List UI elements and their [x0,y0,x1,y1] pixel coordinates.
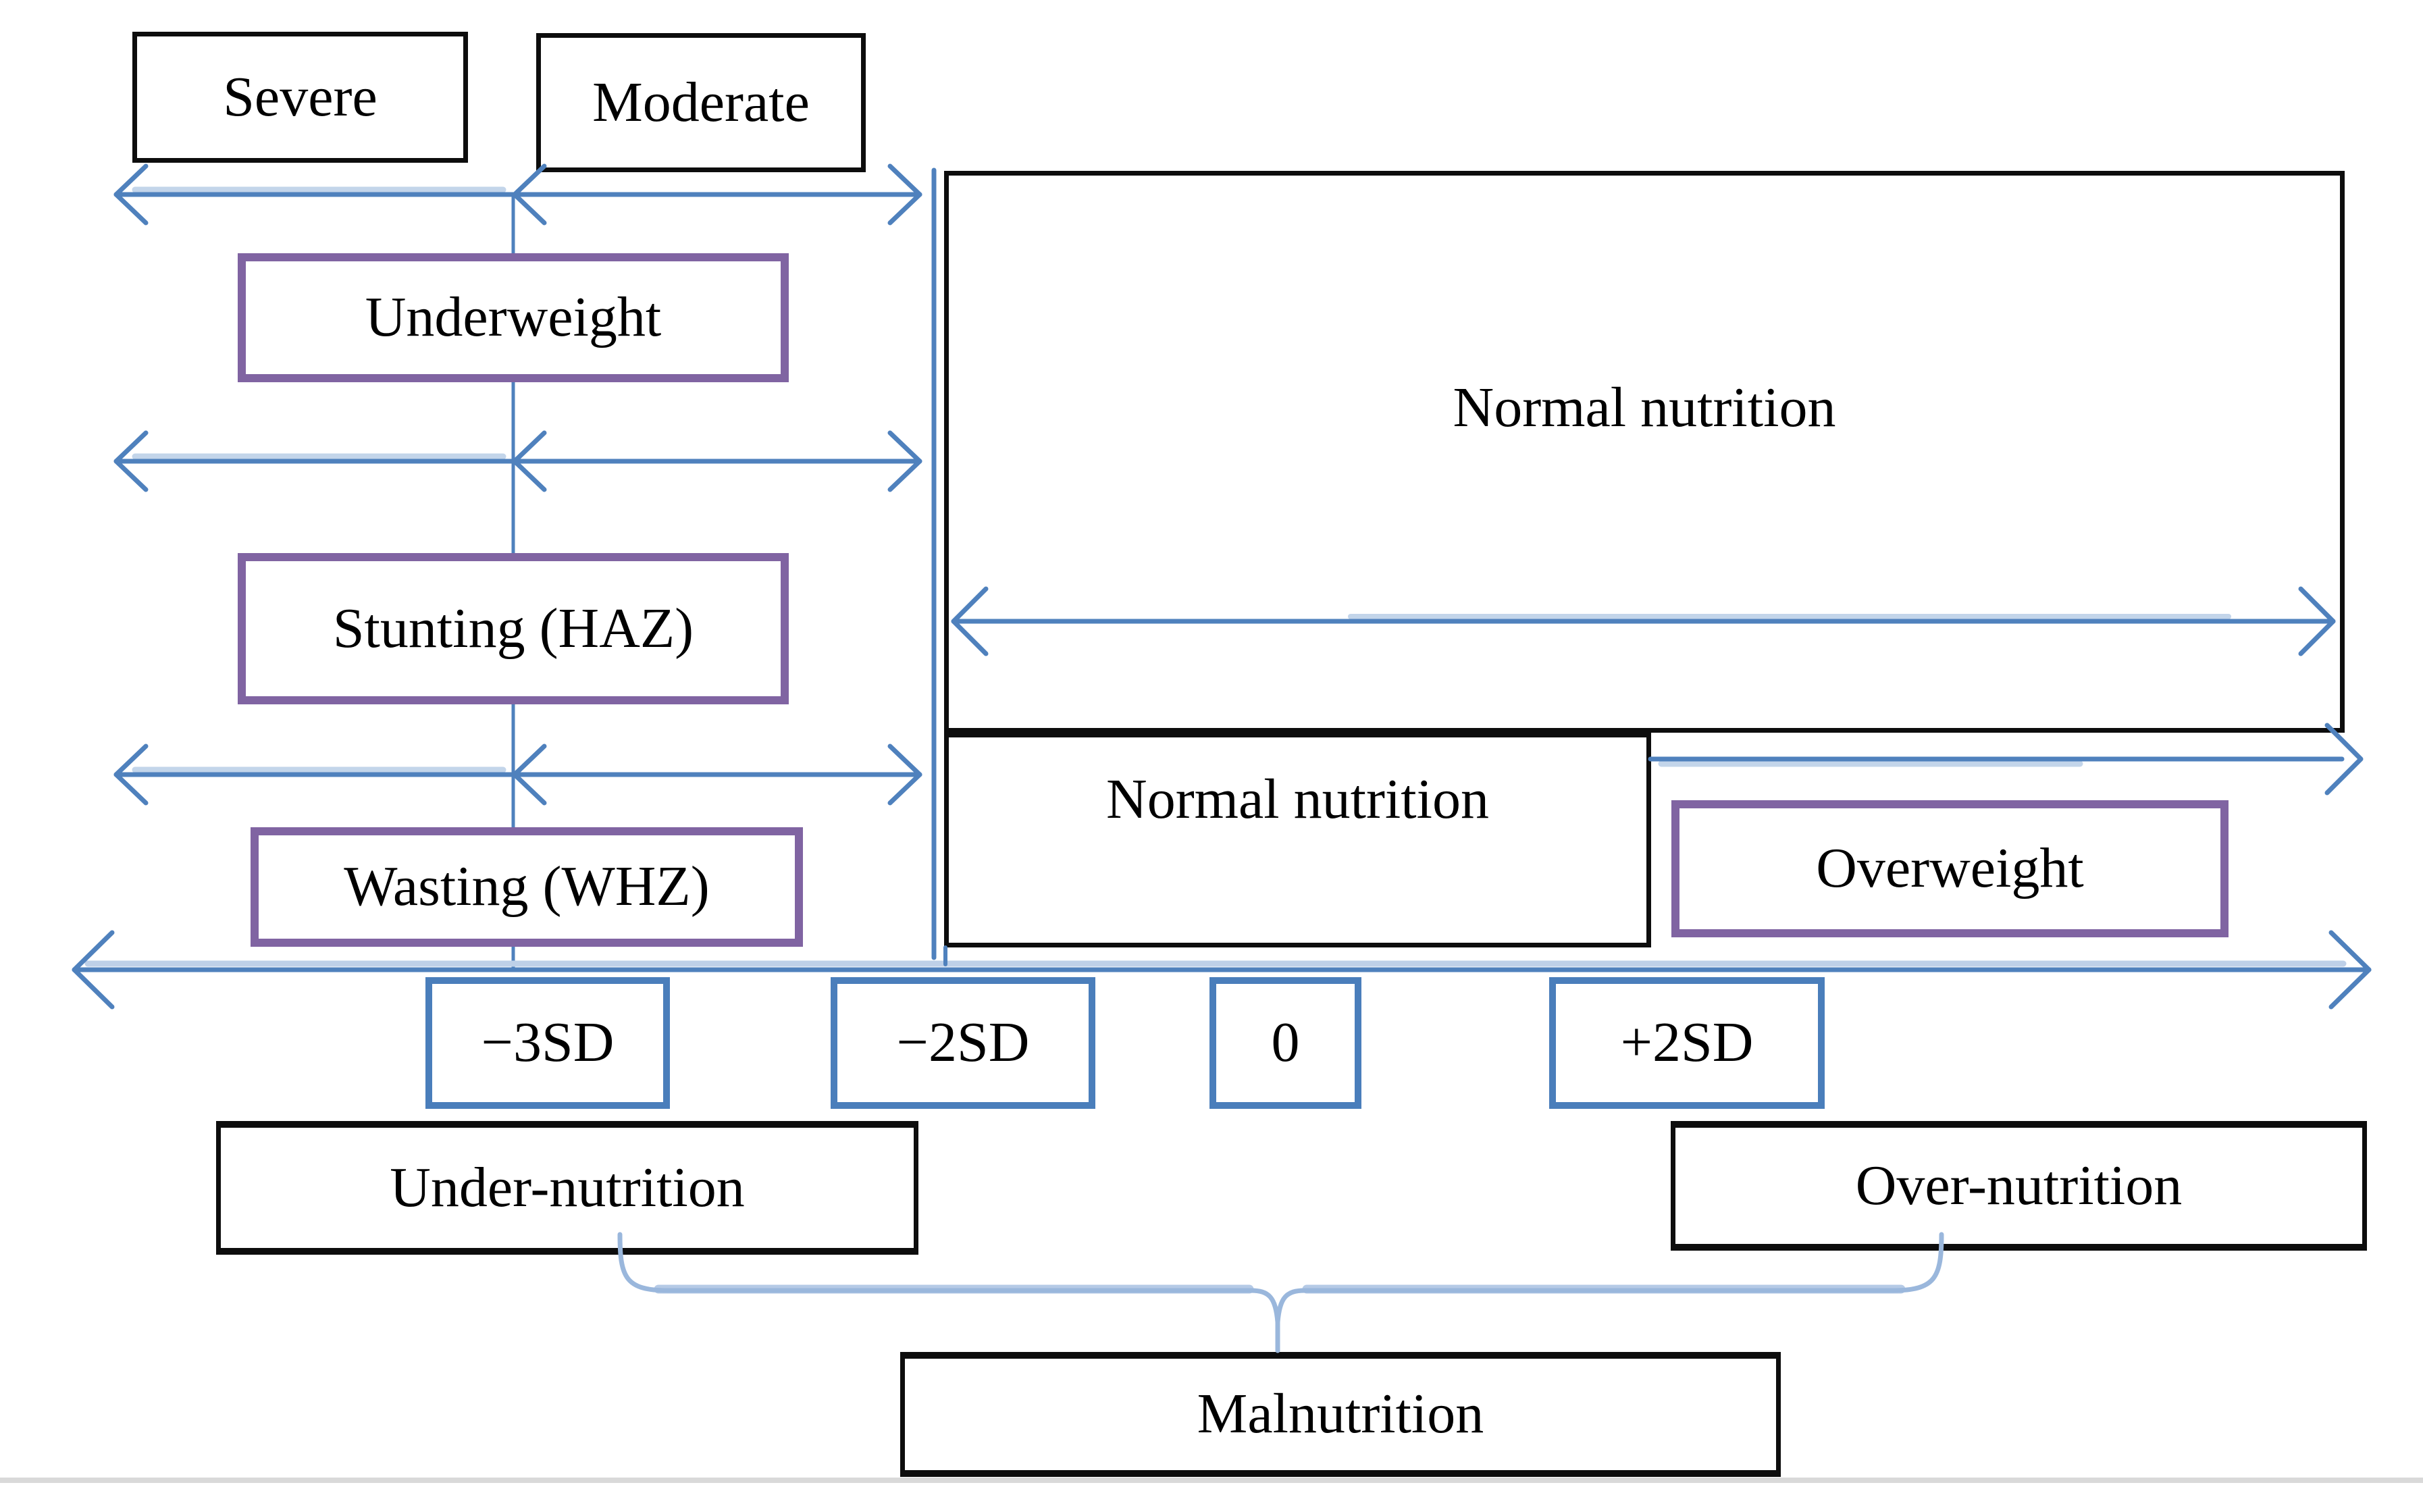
over-nutrition-box: Over-nutrition [1671,1121,2367,1251]
sd-minus3-label: −3SD [481,1011,615,1074]
severity-arrow-row-3 [113,744,922,806]
sd-plus2-box: +2SD [1549,977,1825,1109]
sd-minus3-box: −3SD [425,977,670,1109]
stunting-label: Stunting (HAZ) [332,596,694,660]
moderate-box: Moderate [536,33,866,172]
underweight-box: Underweight [238,253,789,382]
sd-zero-label: 0 [1271,1011,1300,1074]
wasting-label: Wasting (WHZ) [344,855,710,918]
overweight-label: Overweight [1816,837,2084,900]
normal-nutrition-small-label: Normal nutrition [1106,768,1489,831]
severity-arrow-row-1 [113,163,922,226]
sd-minus2-label: −2SD [896,1011,1030,1074]
sd-plus2-label: +2SD [1620,1011,1754,1074]
wasting-box: Wasting (WHZ) [251,827,803,947]
stunting-box: Stunting (HAZ) [238,553,789,704]
sd-minus2-box: −2SD [831,977,1095,1109]
severe-label: Severe [223,65,377,128]
normal-nutrition-large-box: Normal nutrition [944,171,2345,733]
over-nutrition-label: Over-nutrition [1855,1153,2183,1217]
malnutrition-box: Malnutrition [900,1352,1781,1477]
underweight-label: Underweight [365,286,662,349]
under-nutrition-box: Under-nutrition [216,1121,918,1255]
normal-nutrition-large-label: Normal nutrition [1453,376,1836,439]
under-nutrition-label: Under-nutrition [390,1155,745,1219]
sd-zero-box: 0 [1209,977,1361,1109]
moderate-label: Moderate [592,70,810,134]
severe-box: Severe [132,32,468,163]
overweight-box: Overweight [1671,800,2229,937]
malnutrition-label: Malnutrition [1197,1382,1484,1446]
normal-nutrition-small-box: Normal nutrition [944,733,1651,947]
overweight-range-arrow [1648,723,2364,796]
severity-arrow-row-2 [113,430,922,492]
